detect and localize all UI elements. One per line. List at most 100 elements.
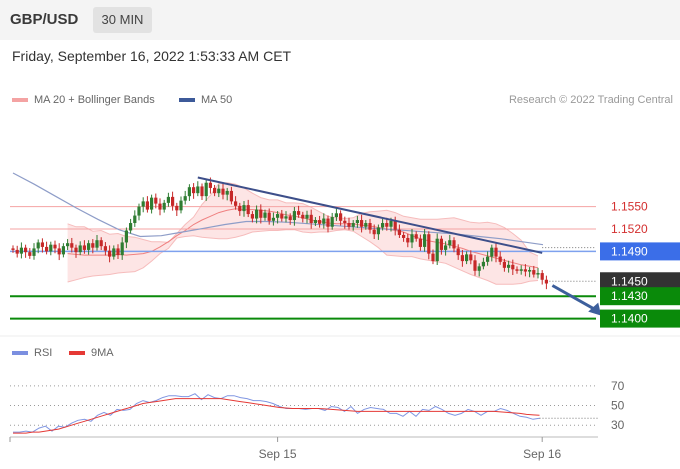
bollinger-lower-line (67, 229, 539, 285)
x-tick-label: Sep 15 (259, 447, 297, 461)
price-label-1.1450: 1.1450 (611, 274, 648, 288)
candle-body (208, 182, 212, 188)
candle-body (494, 247, 498, 257)
candle-body (255, 209, 259, 219)
price-tag-1.1430 (600, 287, 680, 306)
legend-ma50: MA 50 (179, 94, 232, 106)
candle-body (137, 206, 141, 216)
candle-body (381, 223, 385, 228)
candle-body (99, 240, 103, 247)
candle-body (351, 223, 355, 227)
price-label-1.1430: 1.1430 (611, 289, 648, 303)
candle-body (435, 238, 439, 262)
candle-body (397, 229, 401, 235)
symbol-label: GBP/USD (10, 11, 79, 28)
candle-body (24, 247, 28, 253)
candle-body (364, 223, 368, 227)
candle-body (536, 273, 540, 275)
candle-body (267, 212, 271, 221)
candle-body (540, 273, 544, 280)
candle-body (368, 223, 372, 230)
candle-body (141, 201, 145, 207)
candle-body (402, 234, 406, 238)
bollinger-band-area (67, 182, 538, 285)
candle-body (187, 187, 191, 197)
rsi-tick-30: 30 (611, 418, 625, 432)
candle-body (297, 211, 301, 215)
candle-body (410, 234, 414, 243)
candle-body (32, 248, 36, 256)
ma50-swatch (179, 98, 195, 103)
price-label-1.1490: 1.1490 (611, 244, 648, 258)
candle-body (284, 216, 288, 219)
candle-body (217, 188, 221, 194)
candle-body (511, 264, 515, 270)
candle-body (49, 244, 53, 252)
legend-ma20: MA 20 + Bollinger Bands (12, 94, 155, 106)
candle-body (70, 243, 74, 248)
candle-body (15, 249, 19, 254)
candle-body (129, 223, 133, 231)
candle-body (502, 261, 506, 268)
candle-body (532, 270, 536, 275)
candle-body (91, 243, 95, 248)
ma50-legend-label: MA 50 (201, 94, 233, 106)
9ma-swatch (69, 351, 85, 356)
bollinger-upper-line (67, 182, 539, 257)
candle-body (528, 270, 532, 272)
candle-body (78, 245, 82, 253)
timeframe-button[interactable]: 30 MIN (93, 7, 152, 33)
candle-body (175, 205, 179, 211)
candle-body (544, 279, 548, 284)
legend-rsi: RSI (12, 347, 52, 359)
candle-body (95, 240, 99, 248)
price-tag-1.1490 (600, 242, 680, 261)
candle-body (452, 240, 456, 249)
candle-body (238, 205, 242, 212)
candle-body (103, 246, 107, 251)
legend-9ma: 9MA (69, 347, 114, 359)
candle-body (515, 269, 519, 271)
rsi-swatch (12, 351, 28, 356)
rsi-legend-label: RSI (34, 347, 53, 359)
candle-body (53, 244, 57, 249)
candle-body (360, 220, 364, 227)
candle-body (481, 261, 485, 267)
candle-body (288, 216, 292, 221)
9ma-line (13, 398, 540, 434)
candle-body (82, 245, 86, 250)
candle-body (61, 246, 65, 255)
candle-body (431, 253, 435, 262)
x-tick-label: Sep 16 (523, 447, 561, 461)
top-bar: GBP/USD 30 MIN (0, 0, 680, 40)
candle-body (196, 186, 200, 194)
candle-body (154, 197, 158, 204)
candle-body (418, 238, 422, 247)
candle-body (292, 211, 296, 221)
candle-body (376, 227, 380, 235)
candle-body (330, 217, 334, 227)
candle-body (498, 256, 502, 262)
candle-body (87, 243, 91, 250)
candle-body (347, 223, 351, 227)
downtrend-line (197, 176, 543, 254)
candle-body (490, 247, 494, 257)
candle-body (145, 201, 149, 210)
candle-body (393, 220, 397, 230)
chart-datetime: Friday, September 16, 2022 1:53:33 AM CE… (12, 48, 292, 64)
projection-arrow-head (588, 302, 602, 316)
candle-body (355, 220, 359, 224)
candle-body (150, 197, 154, 210)
candle-body (326, 218, 330, 227)
candle-body (305, 214, 309, 219)
candle-body (389, 220, 393, 227)
9ma-legend-label: 9MA (91, 347, 114, 359)
candles-group (11, 177, 548, 290)
candle-body (473, 260, 477, 271)
candle-body (200, 186, 204, 197)
candle-body (171, 196, 175, 206)
price-label-1.1400: 1.1400 (611, 312, 648, 326)
candle-body (162, 202, 166, 210)
projection-arrow-shaft (551, 284, 596, 311)
